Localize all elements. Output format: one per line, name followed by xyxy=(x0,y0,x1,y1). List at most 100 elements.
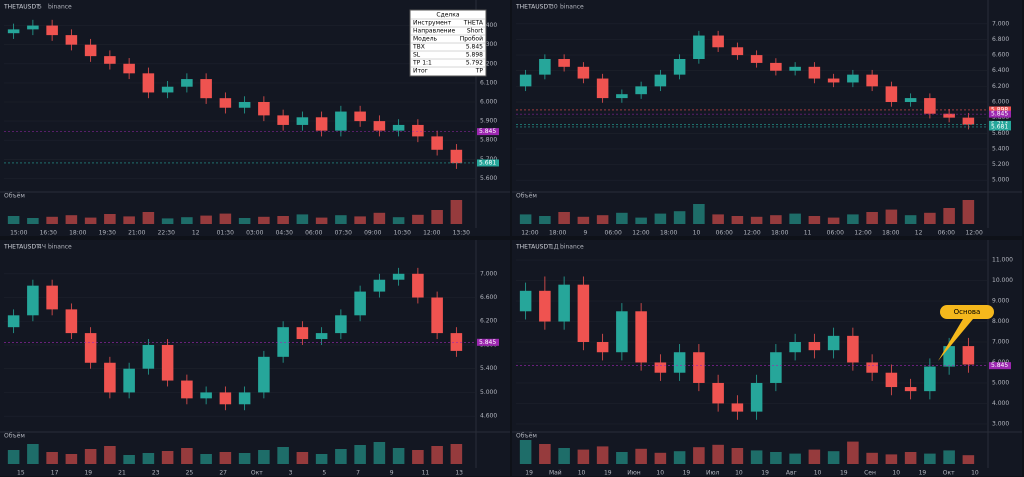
candle-body xyxy=(808,66,821,79)
volume-bar xyxy=(654,213,667,224)
candle-body xyxy=(693,35,705,59)
candle-body xyxy=(847,74,859,83)
trade-table-cell: SL xyxy=(413,52,421,59)
x-tick-label: 19 xyxy=(919,470,927,477)
x-tick-label: 10 xyxy=(656,470,664,477)
volume-bar xyxy=(731,448,744,464)
trade-table-cell: Пробой xyxy=(460,36,483,43)
volume-bar xyxy=(962,200,975,224)
volume-bar xyxy=(770,215,782,224)
candle-body xyxy=(277,327,289,357)
candle-body xyxy=(258,102,270,116)
x-tick-label: Окт xyxy=(943,470,955,477)
candle-body xyxy=(431,136,443,150)
y-tick-label: 5.000 xyxy=(480,389,497,396)
x-tick-label: 10 xyxy=(578,470,586,477)
x-tick-label: 18:00 xyxy=(660,230,677,237)
price-tag xyxy=(989,123,1011,131)
y-tick-label: 6.200 xyxy=(992,83,1009,90)
x-tick-label: 06:00 xyxy=(305,230,322,237)
price-tag-label: 5.845 xyxy=(479,128,496,135)
volume-bar xyxy=(885,209,898,224)
candle-body xyxy=(219,98,232,108)
candle-body xyxy=(373,279,386,292)
candle-body xyxy=(354,111,366,122)
x-tick-label: 01:30 xyxy=(217,230,234,237)
x-tick-label: 15 xyxy=(17,470,25,477)
x-tick-label: Май xyxy=(549,470,562,477)
x-tick-label: 11 xyxy=(422,470,430,477)
candle-body xyxy=(104,56,116,64)
volume-bar xyxy=(558,448,570,464)
candle-body xyxy=(750,382,763,412)
candle-body xyxy=(277,115,289,125)
x-tick-label: 10:30 xyxy=(394,230,411,237)
x-tick-label: 19 xyxy=(604,470,612,477)
x-tick-label: 21 xyxy=(118,470,126,477)
volume-bar xyxy=(46,216,58,224)
volume-label: Объём xyxy=(4,433,25,440)
trade-table-cell: ТВХ xyxy=(412,44,425,51)
x-tick-label: 17 xyxy=(51,470,59,477)
volume-bar xyxy=(673,211,686,224)
trade-table-cell: Итог xyxy=(413,68,428,75)
x-tick-label: 18:00 xyxy=(771,230,788,237)
volume-bar xyxy=(924,453,936,464)
volume-bar xyxy=(296,452,309,464)
candle-body xyxy=(450,149,463,164)
x-tick-label: 11 xyxy=(804,230,812,237)
volume-bar xyxy=(596,215,609,224)
volume-bar xyxy=(258,216,270,224)
candle-body xyxy=(161,86,174,93)
y-tick-label: 9.000 xyxy=(992,298,1009,305)
trade-table-cell: Направление xyxy=(413,28,455,35)
volume-bar xyxy=(392,448,405,464)
x-tick-label: 19:30 xyxy=(99,230,116,237)
y-tick-label: 5.600 xyxy=(480,175,497,182)
volume-bar xyxy=(65,215,78,224)
price-tag xyxy=(989,110,1011,118)
candle-body xyxy=(412,124,424,137)
candle-body xyxy=(200,79,212,99)
volume-bar xyxy=(750,450,763,464)
candle-body xyxy=(616,94,628,99)
interval: 5 xyxy=(38,4,42,11)
trade-table-cell: TP 1:1 xyxy=(412,60,432,67)
y-tick-label: 10.000 xyxy=(992,277,1013,284)
candle-body xyxy=(181,79,193,87)
x-tick-label: 9 xyxy=(583,230,587,237)
symbol: THETAUSDT xyxy=(3,4,40,11)
y-tick-label: 5.800 xyxy=(992,114,1009,121)
candle-body xyxy=(7,29,20,34)
symbol: THETAUSDT xyxy=(515,244,552,251)
x-tick-label: 15:00 xyxy=(10,230,27,237)
volume-bar xyxy=(616,452,628,464)
symbol: THETAUSDT xyxy=(3,244,40,251)
volume-bar xyxy=(238,218,251,224)
x-tick-label: 19 xyxy=(84,470,92,477)
price-tag xyxy=(477,338,499,346)
volume-bar xyxy=(712,214,724,224)
x-tick-label: Июл xyxy=(706,470,720,477)
volume-bar xyxy=(219,452,232,464)
y-tick-label: 6.000 xyxy=(992,99,1009,106)
candle-body xyxy=(866,362,878,373)
candle-body xyxy=(392,273,405,280)
candle-body xyxy=(200,392,212,399)
volume-bar xyxy=(577,216,590,224)
annotation-callout xyxy=(938,305,994,361)
x-tick-label: 19 xyxy=(761,470,769,477)
volume-bar xyxy=(46,452,58,464)
x-tick-label: 12 xyxy=(192,230,200,237)
price-tag xyxy=(989,106,1011,114)
volume-bar xyxy=(412,450,424,464)
volume-bar xyxy=(558,212,570,224)
y-tick-label: 8.000 xyxy=(992,318,1009,325)
volume-bar xyxy=(219,213,232,224)
volume-bar xyxy=(693,447,705,464)
candle-body xyxy=(539,59,551,75)
volume-bar xyxy=(924,212,936,224)
volume-bar xyxy=(847,441,859,464)
candle-body xyxy=(84,44,97,57)
